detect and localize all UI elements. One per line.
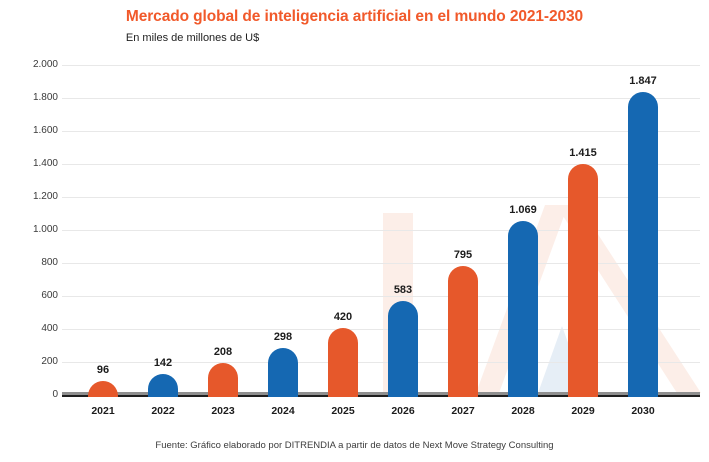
gridline-800	[62, 263, 700, 264]
x-axis-label-2027: 2027	[451, 405, 475, 417]
y-axis-tick-1.200: 1.200	[32, 191, 58, 202]
bar-2022	[148, 373, 178, 397]
x-axis-label-2024: 2024	[271, 405, 295, 417]
gridline-1.200	[62, 197, 700, 198]
y-axis-tick-1.800: 1.800	[32, 92, 58, 103]
gridline-1.000	[62, 230, 700, 231]
y-axis-tick-800: 800	[41, 257, 58, 268]
value-label-2026: 583	[393, 283, 413, 296]
value-label-2023: 208	[213, 345, 233, 358]
value-label-2029: 1.415	[569, 146, 597, 159]
gridline-1.800	[62, 98, 700, 99]
chart-subtitle: En miles de millones de U$	[125, 32, 260, 44]
bar-2024	[268, 347, 298, 397]
bar-2023	[208, 362, 238, 397]
gridline-400	[62, 329, 700, 330]
source-note: Fuente: Gráfico elaborado por DITRENDIA …	[155, 440, 554, 451]
y-axis-tick-2.000: 2.000	[32, 59, 58, 70]
gridline-200	[62, 362, 700, 363]
y-axis-tick-0: 0	[52, 389, 58, 400]
bar-2025	[328, 327, 358, 397]
y-axis-tick-1.400: 1.400	[32, 158, 58, 169]
chart-header: Mercado global de inteligencia artificia…	[0, 8, 709, 44]
bar-2029	[568, 163, 598, 397]
x-axis-label-2030: 2030	[631, 405, 655, 417]
x-axis-label-2021: 2021	[91, 405, 115, 417]
value-label-2025: 420	[333, 310, 353, 323]
bar-2026	[388, 300, 418, 397]
x-axis-label-2022: 2022	[151, 405, 175, 417]
y-axis-tick-1.000: 1.000	[32, 224, 58, 235]
bar-2027	[448, 265, 478, 397]
x-axis-shadow	[62, 392, 700, 395]
gridline-600	[62, 296, 700, 297]
value-label-2030: 1.847	[629, 75, 657, 88]
y-axis-tick-600: 600	[41, 290, 58, 301]
x-axis-label-2028: 2028	[511, 405, 535, 417]
bar-2030	[628, 92, 658, 397]
value-label-2024: 298	[273, 330, 293, 343]
x-axis-line	[62, 395, 700, 397]
y-axis-tick-400: 400	[41, 323, 58, 334]
bar-2028	[508, 220, 538, 397]
x-axis-label-2023: 2023	[211, 405, 235, 417]
value-label-2028: 1.069	[509, 203, 537, 216]
x-axis-label-2025: 2025	[331, 405, 355, 417]
value-label-2021: 96	[96, 364, 110, 377]
y-axis-tick-200: 200	[41, 356, 58, 367]
gridline-1.600	[62, 131, 700, 132]
chart-title: Mercado global de inteligencia artificia…	[125, 8, 584, 25]
y-axis-tick-1.600: 1.600	[32, 125, 58, 136]
bar-2021	[88, 381, 118, 397]
gridline-2.000	[62, 65, 700, 66]
x-axis-label-2029: 2029	[571, 405, 595, 417]
value-label-2027: 795	[453, 248, 473, 261]
x-axis-label-2026: 2026	[391, 405, 415, 417]
gridline-1.400	[62, 164, 700, 165]
value-label-2022: 142	[153, 356, 173, 369]
